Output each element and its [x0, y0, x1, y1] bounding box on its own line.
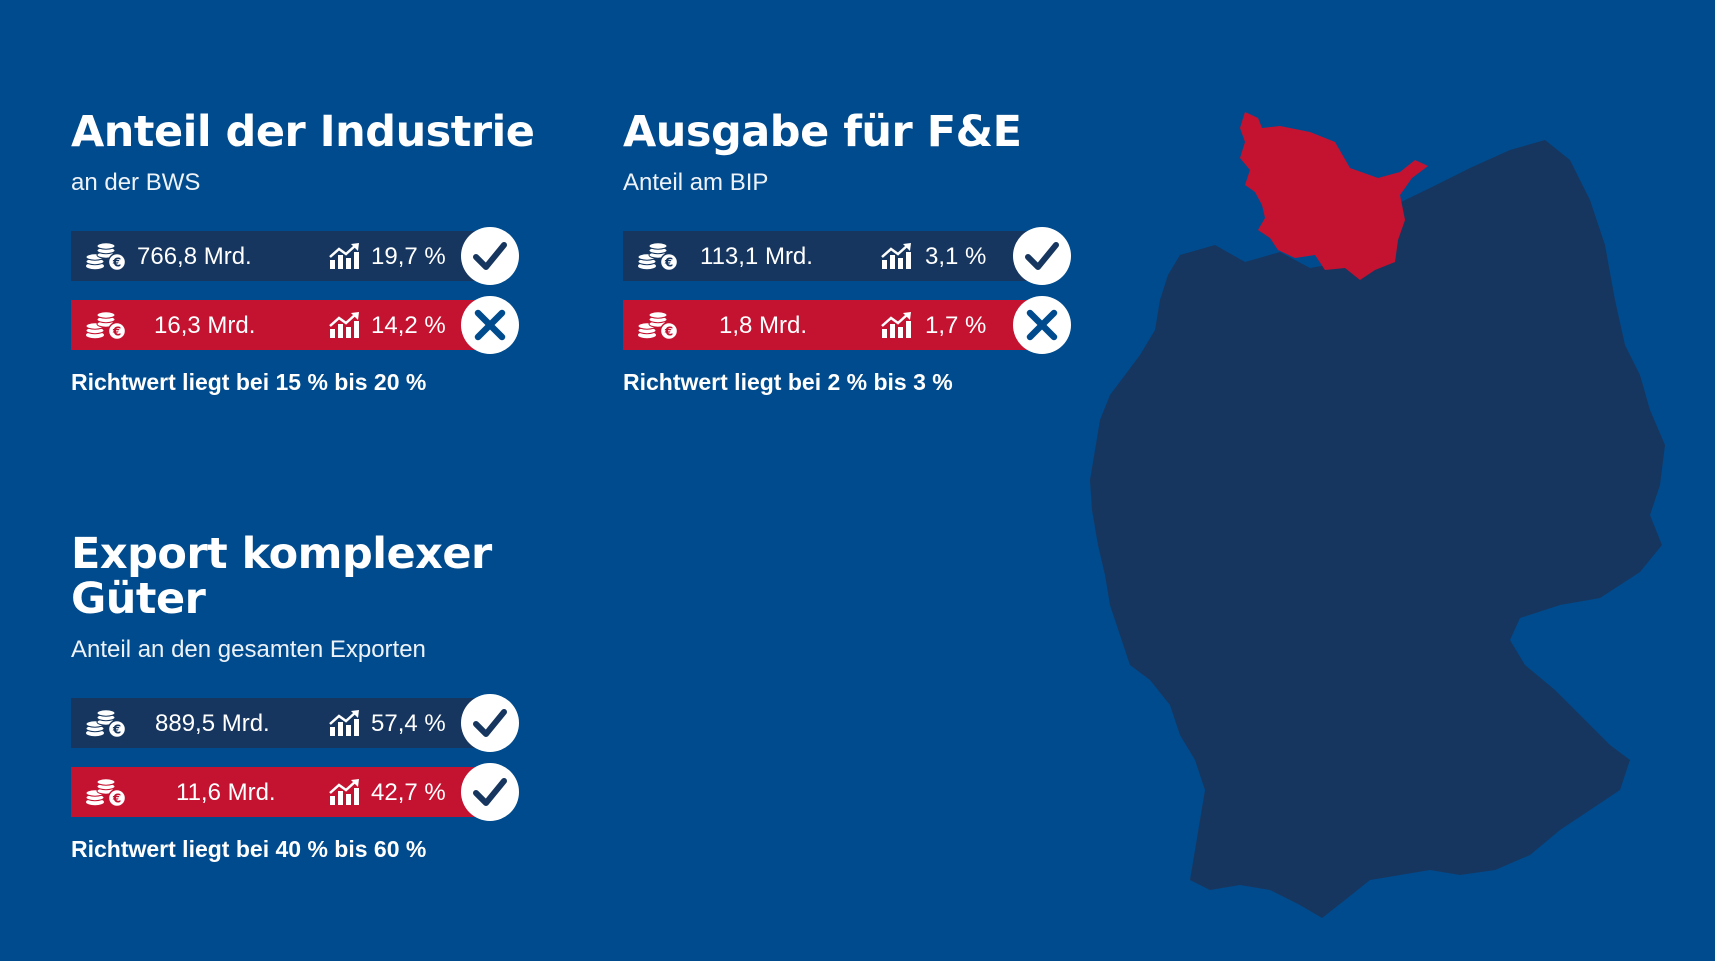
- percent-value: 1,7 %: [925, 312, 987, 340]
- value-row-national: 889,5 Mrd. 57,4 %: [71, 694, 523, 753]
- trend-chart-icon: [329, 779, 361, 805]
- percent-value: 42,7 %: [371, 779, 446, 807]
- schleswig-holstein-region: [1240, 112, 1428, 280]
- coins-icon: [636, 242, 680, 272]
- dark-bar: [71, 698, 501, 749]
- value-row-regional: 16,3 Mrd. 14,2 %: [71, 296, 523, 355]
- germany-map: [1090, 112, 1665, 918]
- amount-value: 16,3 Mrd.: [154, 312, 256, 340]
- dark-bar: [623, 231, 1053, 282]
- coins-icon: [84, 778, 128, 808]
- check-icon: [461, 694, 519, 752]
- status-badge: [461, 763, 519, 822]
- trend-chart-icon: [881, 312, 913, 338]
- value-row-regional: 1,8 Mrd. 1,7 %: [623, 296, 1075, 355]
- benchmark-note: Richtwert liegt bei 15 % bis 20 %: [71, 369, 427, 396]
- value-row-national: 113,1 Mrd. 3,1 %: [623, 227, 1075, 286]
- germany-map-shape: [1090, 140, 1665, 918]
- trend-chart-icon: [881, 243, 913, 269]
- percent-value: 3,1 %: [925, 243, 987, 271]
- panel-subtitle: Anteil am BIP: [623, 169, 769, 197]
- trend-chart-icon: [329, 710, 361, 736]
- panel-title: Ausgabe für F&E: [623, 107, 1022, 157]
- status-badge: [461, 296, 519, 355]
- panel-subtitle: an der BWS: [71, 169, 201, 197]
- check-icon: [461, 227, 519, 285]
- coins-icon: [84, 242, 128, 272]
- panel-subtitle: Anteil an den gesamten Exporten: [71, 636, 426, 664]
- coins-icon: [84, 709, 128, 739]
- amount-value: 889,5 Mrd.: [155, 710, 270, 738]
- red-bar: [71, 767, 501, 818]
- panel-title: Export komplexer Güter: [71, 529, 492, 625]
- dark-bar: [71, 231, 501, 282]
- check-icon: [461, 763, 519, 821]
- cross-icon: [1013, 296, 1071, 354]
- percent-value: 57,4 %: [371, 710, 446, 738]
- amount-value: 11,6 Mrd.: [176, 779, 276, 807]
- trend-chart-icon: [329, 312, 361, 338]
- red-bar: [71, 300, 501, 351]
- value-row-national: 766,8 Mrd. 19,7 %: [71, 227, 523, 286]
- red-bar: [623, 300, 1053, 351]
- percent-value: 19,7 %: [371, 243, 446, 271]
- coins-icon: [636, 311, 680, 341]
- amount-value: 1,8 Mrd.: [719, 312, 808, 340]
- cross-icon: [461, 296, 519, 354]
- panel-industrie: Anteil der Industrie an der BWS 766,8 Mr…: [71, 107, 571, 396]
- status-badge: [1013, 296, 1071, 355]
- coins-icon: [84, 311, 128, 341]
- amount-value: 113,1 Mrd.: [700, 243, 813, 271]
- panel-fue: Ausgabe für F&E Anteil am BIP 113,1 Mrd.…: [623, 107, 1123, 396]
- benchmark-note: Richtwert liegt bei 40 % bis 60 %: [71, 836, 427, 863]
- amount-value: 766,8 Mrd.: [137, 243, 252, 271]
- panel-export: Export komplexer Güter Anteil an den ges…: [71, 529, 631, 863]
- status-badge: [461, 694, 519, 753]
- check-icon: [1013, 227, 1071, 285]
- status-badge: [461, 227, 519, 286]
- panel-title: Anteil der Industrie: [71, 107, 535, 157]
- benchmark-note: Richtwert liegt bei 2 % bis 3 %: [623, 369, 953, 396]
- trend-chart-icon: [329, 243, 361, 269]
- percent-value: 14,2 %: [371, 312, 446, 340]
- value-row-regional: 11,6 Mrd. 42,7 %: [71, 763, 523, 822]
- status-badge: [1013, 227, 1071, 286]
